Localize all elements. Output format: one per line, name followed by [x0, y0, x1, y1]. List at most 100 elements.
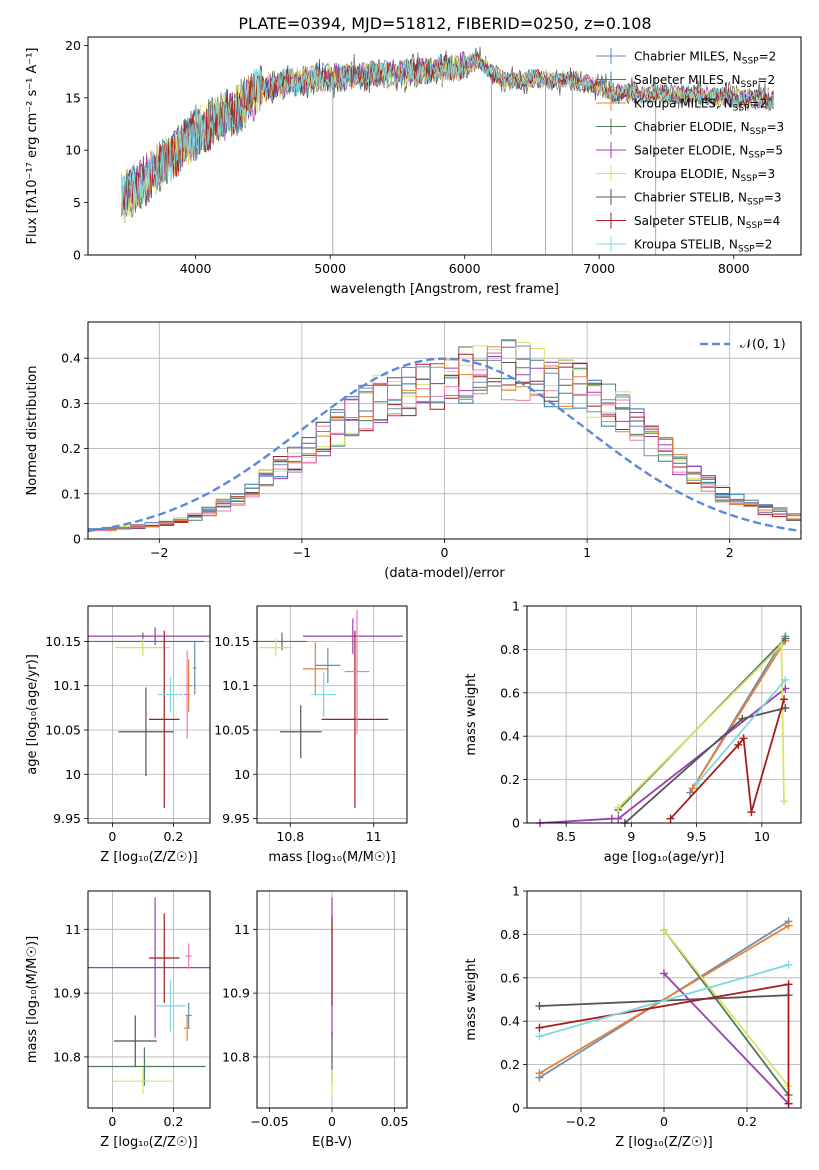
y-tick-label: 10.1 [222, 678, 250, 693]
y-tick-label: 0.2 [500, 772, 520, 787]
y-tick-label: 0.1 [61, 486, 81, 501]
legend-label-count: =5 [765, 144, 783, 158]
y-tick-label: 10 [234, 767, 250, 782]
legend-label-sub: SSP [741, 174, 758, 184]
age-vs-metallicity-panel: 0 0.2 9.95 10 10.05 10.1 10.15 Z [log₁₀(Z/Z☉)] a… [25, 605, 211, 865]
x-tick-label: 0 [328, 1114, 336, 1129]
age-vs-mass-panel: 10.8 11 9.95 10 10.05 10.1 10.15 mass [log₁₀(M/… [214, 605, 408, 865]
x-tick-label: 2 [726, 545, 734, 560]
gaussian-curve [88, 357, 801, 533]
y-tick-label: 10 [65, 767, 81, 782]
residuals-panel: −2 −1 0 1 2 0 0.1 0.2 0.3 0.4 (data-model)/error No… [25, 321, 802, 581]
mass-weight-line [695, 679, 786, 785]
y-axis-label: mass [log₁₀(M/M☉)] [25, 936, 40, 1063]
y-tick-label: 11 [65, 922, 81, 937]
mass-weight-line [663, 972, 790, 1105]
y-tick-label: 0.8 [500, 927, 520, 942]
x-tick-label: −1 [293, 545, 311, 560]
x-axis-label: mass [log₁₀(M/M☉)] [268, 850, 395, 865]
x-tick-label: −0.2 [566, 1114, 596, 1129]
axes-frame [87, 890, 211, 1109]
y-tick-label: 5 [73, 195, 81, 210]
y-tick-label: 20 [65, 38, 81, 53]
x-axis-label: Z [log₁₀(Z/Z☉)] [100, 850, 197, 865]
x-axis-label: (data-model)/error [384, 566, 505, 581]
legend-label-sub: SSP [733, 104, 750, 114]
legend-label: Kroupa MILES, NSSP=2 [634, 97, 767, 114]
y-tick-label: 0.6 [500, 685, 520, 700]
gaussian-legend-label: 𝒩(0, 1) [740, 336, 786, 351]
spectrum-panel: 4000 5000 6000 7000 8000 0 5 10 15 20 wavelength [… [25, 36, 802, 297]
legend-label-sub: SSP [747, 198, 764, 208]
axes-frame [526, 890, 802, 1109]
x-tick-label: 8.5 [556, 829, 576, 844]
x-tick-label: 0 [441, 545, 449, 560]
x-tick-label: 5000 [314, 261, 346, 276]
weight-vs-metallicity-panel: −0.2 0 0.2 0 0.2 0.4 0.6 0.8 1 Z [log₁₀(Z/Z☉)] mas… [464, 884, 802, 1150]
y-tick-label: 0.2 [61, 441, 81, 456]
legend-label-sub: SSP [738, 245, 755, 255]
y-tick-label: 0.2 [500, 1057, 520, 1072]
y-tick-label: 10.05 [45, 723, 81, 738]
y-tick-label: 15 [65, 90, 81, 105]
x-tick-label: 4000 [180, 261, 212, 276]
x-tick-label: 6000 [449, 261, 481, 276]
legend-label-sub: SSP [741, 80, 758, 90]
axes-frame [256, 605, 408, 824]
legend-label: Salpeter MILES, NSSP=2 [634, 73, 775, 90]
legend-label: Kroupa STELIB, NSSP=2 [634, 238, 772, 255]
legend-label-sub: SSP [746, 221, 763, 231]
y-tick-label: 1 [512, 884, 520, 899]
legend-label-name: Kroupa ELODIE, N [634, 167, 741, 181]
y-tick-label: 10.15 [45, 634, 81, 649]
x-tick-label: 0 [660, 1114, 668, 1129]
x-tick-label: 1 [583, 545, 591, 560]
legend-label-count: =3 [764, 191, 782, 205]
y-tick-label: 0.4 [500, 729, 520, 744]
axes-frame [87, 36, 802, 256]
mass-weight-line [663, 929, 790, 1096]
legend-label-count: =2 [759, 50, 777, 64]
axes-frame [256, 890, 408, 1109]
y-axis-label: Flux [fλ10⁻¹⁷ erg cm⁻² s⁻¹ A⁻¹] [25, 48, 40, 245]
x-tick-label: 9.5 [687, 829, 707, 844]
residual-histogram [88, 353, 801, 539]
x-tick-label: −2 [150, 545, 168, 560]
y-axis-label: mass weight [464, 673, 479, 755]
x-tick-label: 0.2 [737, 1114, 757, 1129]
y-tick-label: 0.6 [500, 970, 520, 985]
legend-label: Chabrier STELIB, NSSP=3 [634, 191, 782, 208]
legend-label-name: Kroupa MILES, N [634, 97, 733, 111]
x-tick-label: 0.2 [163, 829, 183, 844]
y-tick-label: 10 [65, 143, 81, 158]
legend-label-name: Salpeter MILES, N [634, 73, 741, 87]
mass-weight-line [691, 640, 787, 789]
y-tick-label: 0 [512, 816, 520, 831]
y-tick-label: 0.3 [61, 396, 81, 411]
legend-label-name: Chabrier ELODIE, N [634, 120, 750, 134]
x-tick-label: 0 [108, 1114, 116, 1129]
y-tick-label: 10.9 [53, 986, 81, 1001]
legend-label-name: Kroupa STELIB, N [634, 238, 738, 252]
y-tick-label: 10.15 [214, 634, 250, 649]
legend-label-sub: SSP [748, 151, 765, 161]
legend-label: Salpeter STELIB, NSSP=4 [634, 214, 780, 231]
legend-label: Salpeter ELODIE, NSSP=5 [634, 144, 783, 161]
y-tick-label: 10.9 [222, 986, 250, 1001]
legend-label-sub: SSP [742, 57, 759, 67]
x-axis-label: wavelength [Angstrom, rest frame] [330, 282, 559, 297]
x-tick-label: 11 [366, 829, 382, 844]
y-tick-label: 0 [73, 532, 81, 547]
figure-title: PLATE=0394, MJD=51812, FIBERID=0250, z=0… [238, 14, 651, 33]
mass-weight-line [669, 699, 785, 820]
y-tick-label: 10.8 [53, 1049, 81, 1064]
x-tick-label: 0 [108, 829, 116, 844]
y-tick-label: 0.8 [500, 642, 520, 657]
mass-weight-line [663, 929, 790, 1087]
axes-frame [87, 321, 802, 540]
legend-label-count: =2 [757, 73, 775, 87]
mass-vs-ebv-panel: −0.05 0 0.05 10.8 10.9 11 E(B-V) [222, 890, 408, 1150]
legend-label-name: Salpeter STELIB, N [634, 214, 746, 228]
